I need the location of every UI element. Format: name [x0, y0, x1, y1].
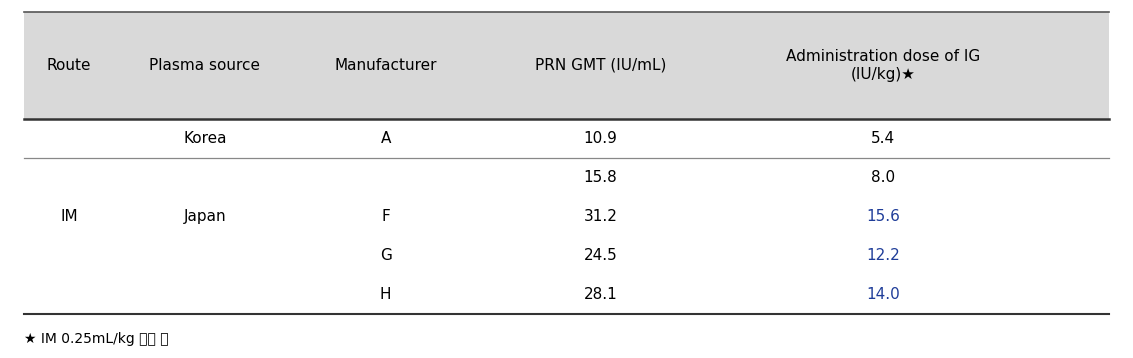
- Text: 15.6: 15.6: [866, 209, 900, 224]
- Text: IM: IM: [60, 209, 78, 224]
- Text: Manufacturer: Manufacturer: [334, 58, 437, 73]
- Text: Route: Route: [46, 58, 92, 73]
- Text: 31.2: 31.2: [583, 209, 617, 224]
- Text: 12.2: 12.2: [866, 248, 900, 263]
- Text: 24.5: 24.5: [583, 248, 617, 263]
- Text: 5.4: 5.4: [871, 131, 895, 146]
- Text: Japan: Japan: [184, 209, 227, 224]
- Text: A: A: [381, 131, 391, 146]
- Text: Administration dose of IG
(IU/kg)★: Administration dose of IG (IU/kg)★: [786, 49, 980, 82]
- Text: H: H: [380, 287, 391, 302]
- Text: 10.9: 10.9: [583, 131, 617, 146]
- Text: 14.0: 14.0: [866, 287, 900, 302]
- Text: G: G: [380, 248, 392, 263]
- Text: Korea: Korea: [184, 131, 227, 146]
- Text: 8.0: 8.0: [871, 170, 895, 185]
- Text: ★ IM 0.25mL/kg 주사 시: ★ IM 0.25mL/kg 주사 시: [24, 332, 169, 346]
- Text: F: F: [382, 209, 390, 224]
- Text: 28.1: 28.1: [583, 287, 617, 302]
- Text: 15.8: 15.8: [583, 170, 617, 185]
- Text: Plasma source: Plasma source: [150, 58, 261, 73]
- FancyBboxPatch shape: [24, 12, 1109, 118]
- Text: PRN GMT (IU/mL): PRN GMT (IU/mL): [535, 58, 666, 73]
